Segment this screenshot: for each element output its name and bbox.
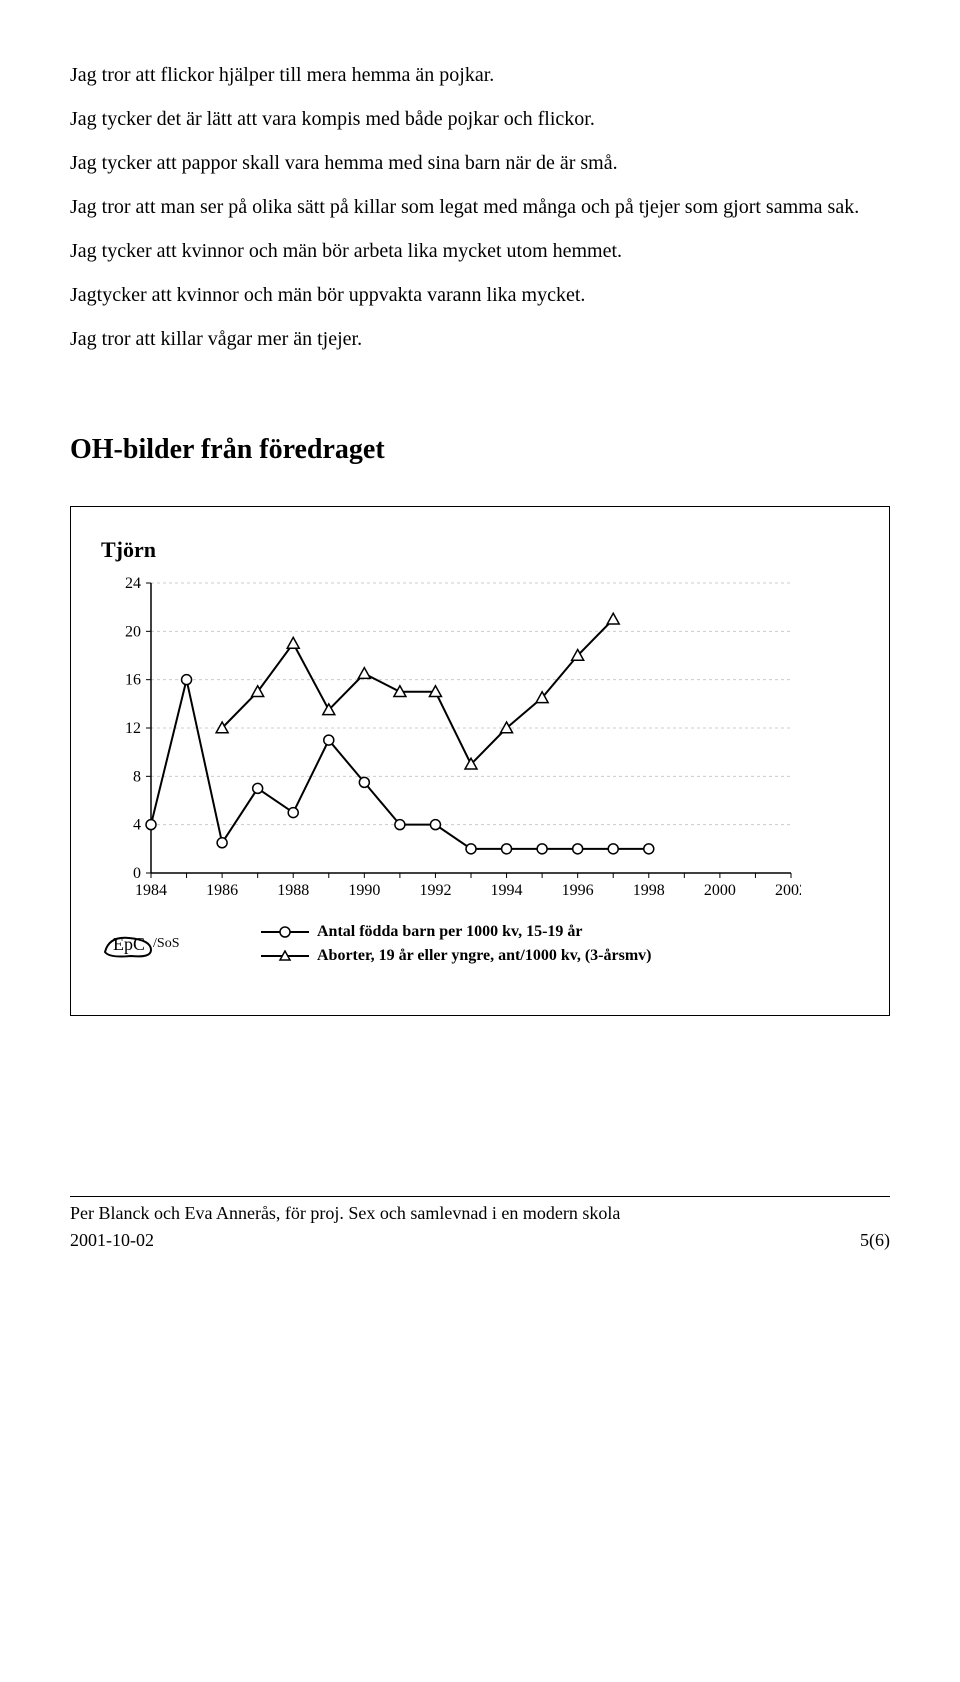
svg-text:1992: 1992 (419, 882, 451, 899)
legend-label-abortions: Aborter, 19 år eller yngre, ant/1000 kv,… (317, 947, 651, 965)
legend-source-epc: EpC (113, 934, 145, 954)
svg-text:1986: 1986 (206, 882, 238, 899)
page-footer: Per Blanck och Eva Annerås, för proj. Se… (70, 1196, 890, 1251)
svg-text:2002: 2002 (775, 882, 801, 899)
chart-container: Tjörn 0 4 8 12 16 20 24 1984 1986 1988 1990 1992 199… (70, 506, 890, 1016)
svg-text:24: 24 (125, 575, 141, 592)
svg-text:1996: 1996 (562, 882, 594, 899)
footer-page-number: 5(6) (860, 1230, 890, 1251)
footer-date: 2001-10-02 (70, 1230, 154, 1251)
legend-item-births: Antal födda barn per 1000 kv, 15-19 år (261, 923, 651, 941)
statement-6: Jagtycker att kvinnor och män bör uppvak… (70, 280, 890, 310)
svg-text:4: 4 (133, 817, 141, 834)
svg-text:1998: 1998 (633, 882, 665, 899)
line-chart: 0 4 8 12 16 20 24 1984 1986 1988 1990 1992 1994 1996 1… (101, 573, 801, 913)
svg-text:12: 12 (125, 720, 141, 737)
svg-text:1988: 1988 (277, 882, 309, 899)
chart-title: Tjörn (101, 537, 859, 563)
footer-authors: Per Blanck och Eva Annerås, för proj. Se… (70, 1203, 890, 1224)
svg-text:0: 0 (133, 865, 141, 882)
legend-source: EpC /SoS (101, 928, 221, 960)
statement-5: Jag tycker att kvinnor och män bör arbet… (70, 236, 890, 266)
statement-2: Jag tycker det är lätt att vara kompis m… (70, 104, 890, 134)
legend-label-births: Antal födda barn per 1000 kv, 15-19 år (317, 923, 583, 941)
svg-text:16: 16 (125, 672, 141, 689)
legend-item-abortions: Aborter, 19 år eller yngre, ant/1000 kv,… (261, 947, 651, 965)
chart-legend: EpC /SoS Antal födda barn per 1000 kv, 1… (101, 923, 859, 965)
svg-text:1990: 1990 (348, 882, 380, 899)
svg-text:20: 20 (125, 623, 141, 640)
circle-marker-icon (261, 926, 309, 938)
svg-text:1984: 1984 (135, 882, 167, 899)
svg-text:2000: 2000 (704, 882, 736, 899)
statement-4: Jag tror att man ser på olika sätt på ki… (70, 192, 890, 222)
section-heading: OH-bilder från föredraget (70, 434, 890, 466)
legend-source-sos: /SoS (153, 936, 179, 951)
statement-3: Jag tycker att pappor skall vara hemma m… (70, 148, 890, 178)
statement-1: Jag tror att flickor hjälper till mera h… (70, 60, 890, 90)
statement-7: Jag tror att killar vågar mer än tjejer. (70, 324, 890, 354)
svg-text:8: 8 (133, 768, 141, 785)
svg-text:1994: 1994 (491, 882, 523, 899)
triangle-marker-icon (261, 950, 309, 962)
